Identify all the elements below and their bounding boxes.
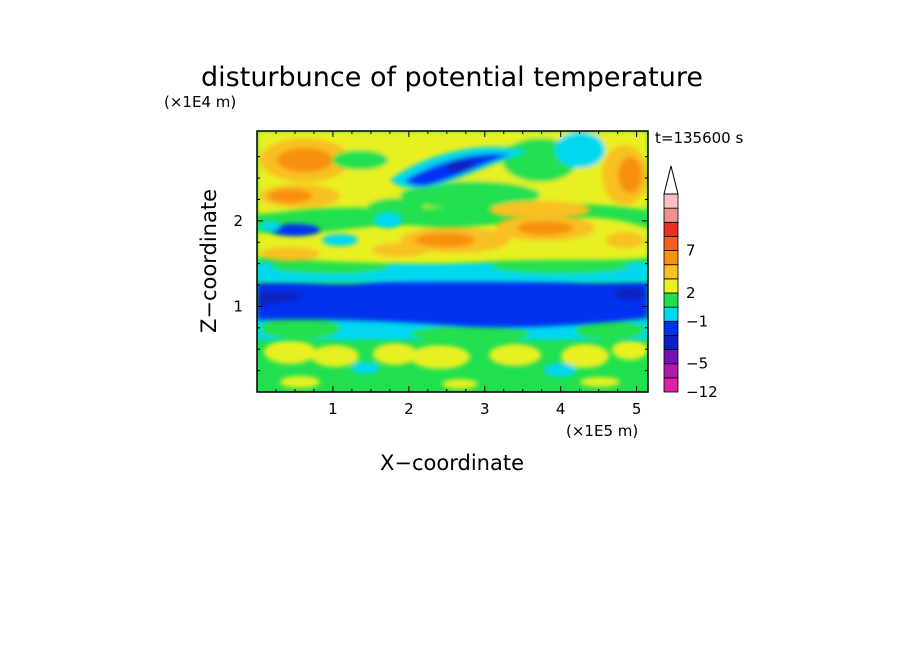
colorbar-tick-label: 7 xyxy=(686,242,696,260)
colorbar-tick-label: −5 xyxy=(686,355,708,373)
colorbar-swatch xyxy=(663,335,679,350)
x-tick-label: 1 xyxy=(328,400,338,418)
colorbar-tick-label: 2 xyxy=(686,284,696,302)
colorbar-swatch xyxy=(663,306,679,322)
y-unit-label: (×1E4 m) xyxy=(164,93,236,111)
colorbar: −12−5−127 xyxy=(663,165,718,401)
colorbar-tick-label: −12 xyxy=(686,383,718,401)
colorbar-swatch xyxy=(663,250,679,266)
colorbar-swatch xyxy=(663,236,679,251)
colorbar-swatch xyxy=(663,320,679,336)
colorbar-extend-arrow xyxy=(663,165,679,195)
left-blue-patches xyxy=(260,212,402,246)
upper-blue-lens xyxy=(390,147,530,189)
y-tick-label: 2 xyxy=(233,212,243,230)
colorbar-swatch xyxy=(663,221,679,237)
x-axis-ticks: 1 2 3 4 5 xyxy=(275,131,642,418)
colorbar-swatch xyxy=(663,363,679,379)
x-tick-label: 5 xyxy=(632,400,642,418)
warm-mid-layer xyxy=(257,215,648,264)
lower-yellow-cells xyxy=(264,340,648,389)
colorbar-swatch xyxy=(663,377,679,393)
x-unit-label: (×1E5 m) xyxy=(566,422,638,440)
colorbar-swatch xyxy=(663,264,679,280)
colorbar-swatch xyxy=(663,349,679,365)
time-label: t=135600 s xyxy=(655,129,743,147)
x-axis-label: X−coordinate xyxy=(380,451,524,475)
colorbar-swatch xyxy=(663,207,679,223)
colorbar-tick-label: −1 xyxy=(686,312,708,330)
x-tick-label: 3 xyxy=(480,400,490,418)
contour-field xyxy=(257,131,648,392)
transition-layer xyxy=(257,258,648,282)
colorbar-swatch xyxy=(663,278,679,294)
x-tick-label: 4 xyxy=(556,400,566,418)
x-tick-label: 2 xyxy=(404,400,414,418)
colorbar-swatch xyxy=(663,292,679,308)
blue-layer xyxy=(257,276,648,328)
y-tick-label: 1 xyxy=(233,297,243,315)
plot-frame xyxy=(256,130,649,393)
y-axis-ticks: 12 xyxy=(233,156,648,372)
colorbar-swatch xyxy=(663,193,679,209)
chart-title: disturbunce of potential temperature xyxy=(201,62,703,93)
y-axis-label: Z−coordinate xyxy=(197,189,221,333)
